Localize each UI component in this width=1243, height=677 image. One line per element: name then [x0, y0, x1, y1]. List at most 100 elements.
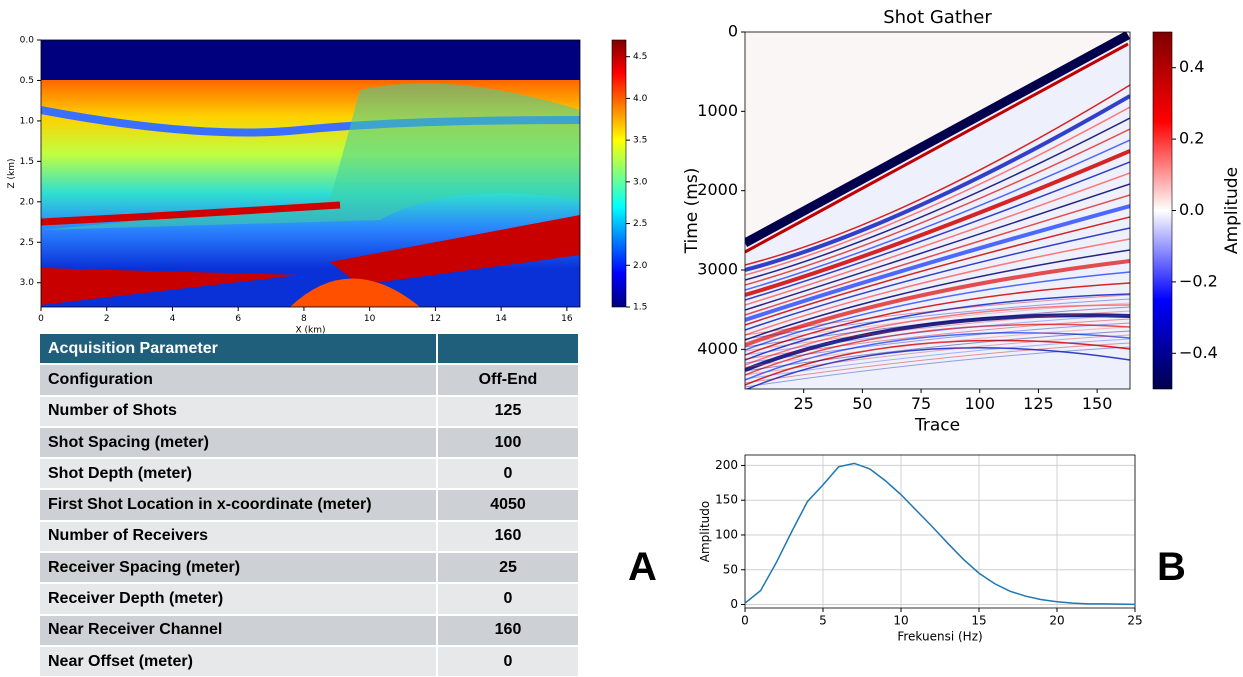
- x-axis-label: Frekuensi (Hz): [897, 629, 982, 643]
- parameter-name: Receiver Depth (meter): [40, 583, 437, 616]
- reflection: [745, 139, 1130, 291]
- reflection: [745, 94, 1130, 272]
- colorbar-tick-label: 0.4: [1179, 57, 1204, 76]
- panel-label: B: [1157, 545, 1186, 589]
- parameter-value: 0: [436, 583, 578, 616]
- parameter-value: 4050: [436, 489, 578, 522]
- reflection: [745, 84, 1130, 266]
- colorbar: [611, 39, 627, 308]
- x-tick-label: 14: [495, 314, 507, 324]
- x-tick-label: 0: [38, 314, 44, 324]
- table-row: Shot Depth (meter) 0: [40, 458, 578, 491]
- x-tick-label: 20: [1049, 614, 1064, 628]
- table-row: Number of Shots 125: [40, 395, 578, 428]
- parameter-value: 0: [436, 458, 578, 491]
- x-tick-label: 10: [364, 314, 376, 324]
- x-tick-label: 2: [104, 314, 110, 324]
- parameter-value: 125: [436, 395, 578, 428]
- water-layer: [41, 40, 580, 80]
- table-row: First Shot Location in x-coordinate (met…: [40, 489, 578, 522]
- colorbar: [1152, 31, 1173, 390]
- y-tick-label: 1000: [697, 101, 738, 120]
- x-tick-label: 15: [971, 614, 986, 628]
- model-layer: [41, 83, 580, 230]
- y-tick-label: 150: [715, 493, 738, 507]
- parameter-name: Near Receiver Channel: [40, 614, 437, 647]
- reflection: [745, 259, 1130, 347]
- y-tick-label: 0.0: [20, 36, 35, 46]
- reflection: [745, 204, 1130, 322]
- y-tick-label: 3000: [697, 260, 738, 279]
- reflection: [745, 172, 1130, 306]
- y-tick-label: 1.0: [20, 116, 35, 126]
- first-break: [745, 42, 1129, 254]
- spectrum-line: [744, 462, 1136, 606]
- colorbar-tick-label: 2.5: [633, 219, 647, 229]
- reflection: [745, 183, 1130, 311]
- y-tick-label: 0: [728, 22, 738, 41]
- parameter-name: Receiver Spacing (meter): [40, 552, 437, 585]
- y-axis-label: Amplitudo: [698, 501, 712, 562]
- reflection: [745, 149, 1130, 297]
- parameter-name: First Shot Location in x-coordinate (met…: [40, 489, 437, 522]
- y-axis-label: Z (km): [7, 158, 17, 188]
- first-break: [745, 32, 1130, 247]
- axes-frame: [40, 39, 581, 308]
- reflection: [745, 334, 1130, 376]
- table-row: Number of Receivers 160: [40, 520, 578, 554]
- reflection: [745, 310, 1130, 352]
- reflection: [745, 106, 1130, 276]
- parameter-name: Number of Shots: [40, 395, 437, 428]
- y-axis-label: Time (ms): [682, 168, 702, 255]
- table-row: Receiver Depth (meter) 0: [40, 583, 578, 616]
- reflection: [745, 117, 1130, 281]
- reflection: [745, 194, 1130, 316]
- x-tick-label: 100: [964, 394, 995, 413]
- colorbar-tick-label: −0.2: [1179, 271, 1218, 290]
- x-tick-label: 4: [170, 314, 176, 324]
- x-axis-label: Trace: [914, 415, 960, 435]
- reflection: [745, 298, 1130, 340]
- reflection: [745, 238, 1130, 336]
- colorbar-tick-label: 4.0: [633, 94, 648, 104]
- reflection: [745, 271, 1130, 351]
- parameter-name: Shot Spacing (meter): [40, 426, 437, 460]
- axes-frame: [744, 31, 1131, 390]
- y-tick-label: 0.5: [20, 76, 34, 86]
- x-tick-label: 0: [741, 614, 749, 628]
- x-tick-label: 16: [561, 314, 573, 324]
- reflection: [745, 330, 1130, 372]
- colorbar-tick-label: 3.0: [633, 177, 648, 187]
- colorbar-label: Amplitude: [1222, 167, 1242, 254]
- table-row: Near Receiver Channel 160: [40, 614, 578, 647]
- reflection: [745, 282, 1130, 356]
- y-tick-label: 1.5: [20, 157, 34, 167]
- reflection: [745, 304, 1130, 366]
- reflection: [745, 313, 1130, 372]
- colorbar-tick-label: −0.4: [1179, 343, 1218, 362]
- plot-area: [41, 40, 580, 307]
- header-cell: [436, 334, 578, 366]
- colorbar-tick-label: 3.5: [633, 136, 647, 146]
- reflection: [745, 227, 1130, 331]
- reflection: [745, 216, 1130, 326]
- y-tick-label: 100: [715, 527, 738, 541]
- x-tick-label: 25: [794, 394, 814, 413]
- colorbar-tick-label: 4.5: [633, 52, 647, 62]
- reflection: [745, 346, 1130, 388]
- x-tick-label: 150: [1082, 394, 1113, 413]
- reflection: [745, 318, 1130, 360]
- x-tick-label: 6: [235, 314, 241, 324]
- model-layer: [41, 201, 341, 226]
- y-tick-label: 200: [715, 458, 738, 472]
- reflection: [745, 339, 1130, 386]
- x-tick-label: 8: [301, 314, 307, 324]
- x-tick-label: 75: [911, 394, 931, 413]
- model-layer: [290, 278, 420, 307]
- y-tick-label: 3.0: [20, 278, 35, 288]
- model-layer: [330, 215, 580, 285]
- panel-label: A: [628, 545, 657, 589]
- parameter-value: 160: [436, 614, 578, 647]
